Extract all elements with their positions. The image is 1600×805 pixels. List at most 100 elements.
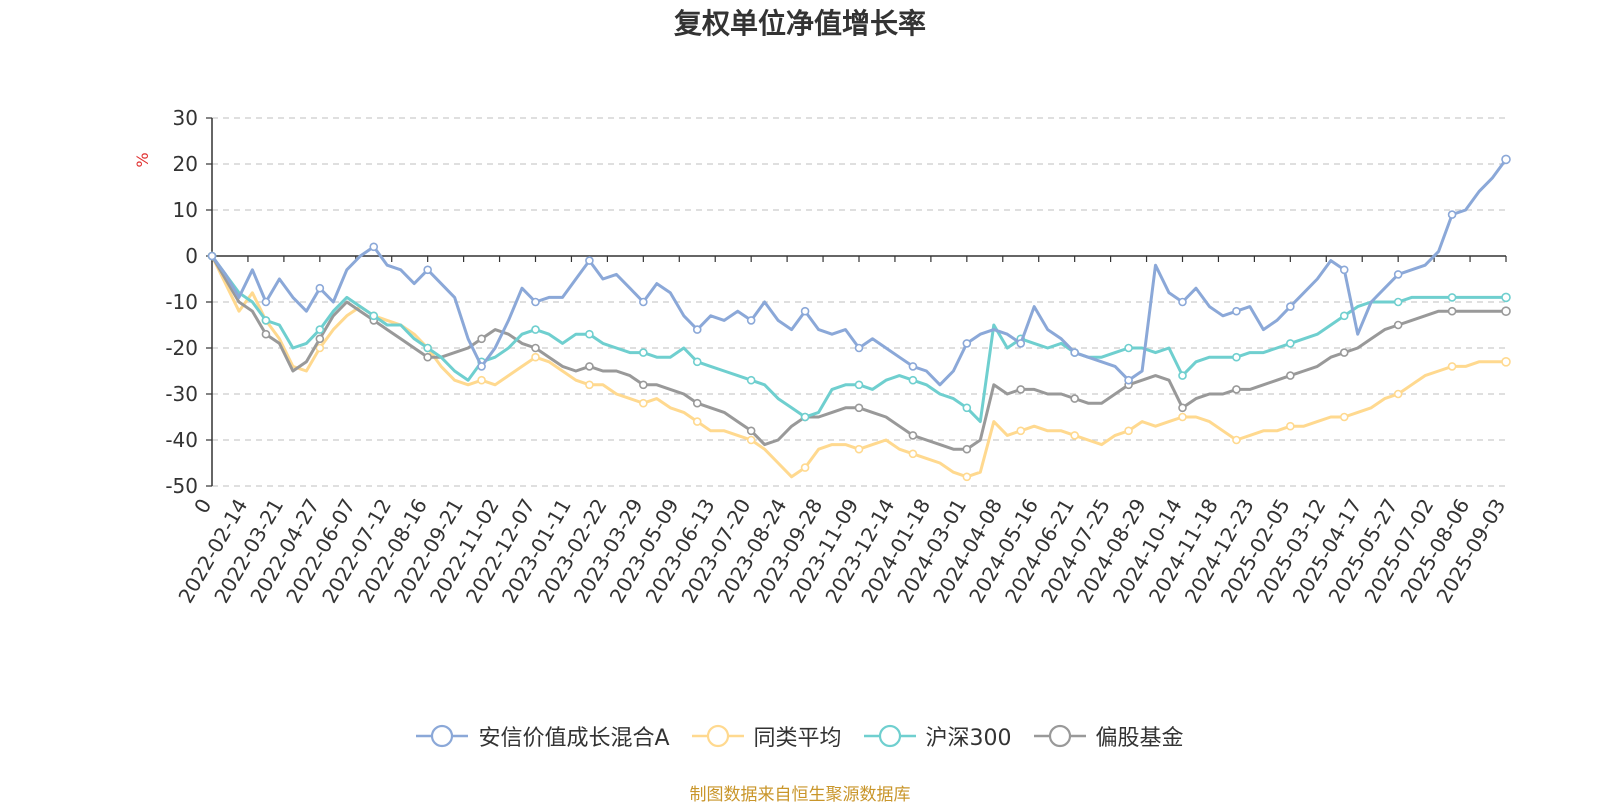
series-point-2	[1124, 343, 1133, 353]
series-point-3	[423, 352, 432, 362]
series-point-1	[531, 352, 540, 362]
series-point-0	[531, 297, 540, 307]
series-point-0	[315, 283, 325, 293]
series-point-0	[639, 297, 648, 307]
series-point-3	[1232, 385, 1241, 394]
line-chart: % 3020100-10-20-30-40-5002022-02-142022-…	[133, 106, 1511, 607]
series-point-2	[369, 311, 379, 321]
series-point-2	[908, 375, 918, 385]
series-point-0	[1124, 375, 1133, 385]
y-tick-label: 20	[173, 152, 198, 176]
series-point-1	[639, 398, 648, 408]
legend-label: 偏股基金	[1095, 726, 1184, 751]
series-point-0	[1232, 306, 1241, 316]
series-end-point-0	[1501, 154, 1511, 165]
series-point-3	[908, 431, 918, 440]
series-point-0	[477, 362, 486, 371]
grid-layer	[212, 117, 1506, 487]
series-point-1	[1339, 412, 1349, 422]
series-end-point-1	[1501, 356, 1511, 367]
series-point-1	[908, 449, 918, 459]
series-point-2	[639, 348, 648, 357]
legend-swatch-icon	[863, 724, 916, 748]
y-tick-label: 0	[185, 244, 198, 268]
series-point-0	[1339, 265, 1349, 275]
y-tick-label: -30	[165, 382, 198, 406]
series-point-3	[315, 334, 325, 344]
series-point-2	[1339, 311, 1349, 321]
legend-swatch-icon	[416, 724, 469, 748]
series-point-3	[531, 343, 540, 353]
series-point-3	[1016, 385, 1026, 394]
series-point-2	[962, 403, 972, 413]
y-tick-label: 30	[173, 106, 198, 130]
label-layer: 3020100-10-20-30-40-5002022-02-142022-03…	[165, 106, 1510, 607]
legend-label: 同类平均	[753, 726, 842, 751]
series-point-3	[746, 426, 756, 436]
series-point-2	[1286, 339, 1295, 348]
series-point-3	[1447, 306, 1457, 316]
series-point-3	[1286, 371, 1295, 380]
series-point-1	[692, 417, 702, 426]
series-point-2	[315, 325, 325, 334]
series-point-2	[423, 343, 432, 353]
series-point-0	[423, 265, 432, 275]
chart-title: 复权单位净值增长率	[673, 7, 926, 40]
series-point-1	[746, 435, 756, 445]
series-point-0	[1447, 210, 1457, 219]
y-tick-label: -20	[165, 336, 198, 360]
x-tick-label: 0	[189, 495, 216, 518]
series-point-0	[1070, 348, 1079, 357]
series-point-3	[692, 398, 702, 408]
series-point-1	[1232, 435, 1241, 445]
series-line-1	[210, 255, 1506, 479]
series-point-0	[1178, 297, 1187, 307]
series-point-3	[1178, 403, 1187, 413]
legend-item-3[interactable]: 偏股基金	[1033, 720, 1184, 752]
series-point-0	[207, 251, 217, 261]
series-point-1	[962, 472, 972, 482]
series-end-point-3	[1501, 306, 1511, 317]
legend-item-0[interactable]: 安信价值成长混合A	[416, 720, 670, 752]
series-point-0	[800, 306, 810, 316]
legend-item-1[interactable]: 同类平均	[691, 720, 842, 752]
series-point-3	[962, 444, 972, 454]
series-point-1	[1178, 412, 1187, 422]
legend-swatch-icon	[1033, 724, 1086, 748]
series-point-2	[800, 412, 810, 422]
series-point-0	[369, 242, 379, 252]
series-point-1	[1286, 421, 1295, 431]
y-tick-label: -40	[165, 428, 198, 452]
legend-item-2[interactable]: 沪深300	[863, 720, 1012, 752]
series-end-point-2	[1501, 292, 1511, 303]
series-point-3	[1393, 320, 1403, 330]
series-point-0	[854, 343, 864, 353]
series-point-0	[1393, 270, 1403, 279]
series-point-0	[962, 339, 972, 348]
series-point-0	[1286, 302, 1295, 311]
legend-swatch-icon	[691, 724, 744, 748]
series-point-3	[585, 362, 594, 371]
series-point-2	[531, 325, 540, 334]
series-point-1	[1447, 362, 1457, 371]
series-point-3	[639, 380, 648, 390]
series-point-2	[1232, 352, 1241, 362]
source-note: 制图数据来自恒生聚源数据库	[689, 785, 911, 805]
series-point-2	[692, 357, 702, 367]
y-tick-label: -10	[165, 290, 198, 314]
series-point-1	[1070, 431, 1079, 440]
series-point-1	[477, 375, 486, 385]
series-point-1	[1016, 426, 1026, 436]
series-point-0	[585, 256, 594, 265]
series-point-2	[261, 316, 271, 325]
series-point-1	[1124, 426, 1133, 436]
series-point-2	[1447, 293, 1457, 302]
series-point-3	[1070, 394, 1079, 403]
series-point-0	[746, 316, 756, 325]
series-point-0	[261, 297, 271, 307]
series-point-1	[1393, 389, 1403, 399]
series-point-2	[746, 375, 756, 385]
series-point-0	[1016, 339, 1026, 348]
series-point-1	[800, 463, 810, 472]
legend-label: 安信价值成长混合A	[478, 726, 670, 751]
